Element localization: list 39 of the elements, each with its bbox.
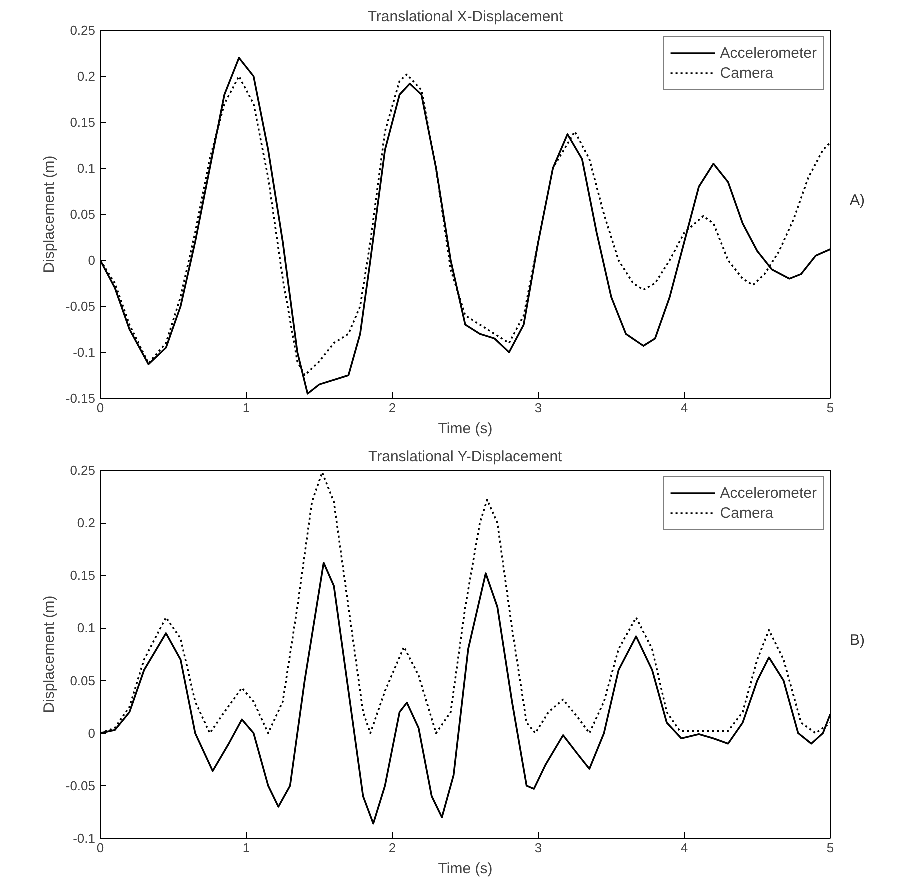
text: B) <box>850 631 865 651</box>
legend-label: Accelerometer <box>720 484 817 502</box>
x-tick-label: 4 <box>680 400 688 416</box>
y-tick-label: 0.25 <box>70 23 96 38</box>
y-tick-label: 0 <box>88 726 96 741</box>
y-tick-label: 0.05 <box>70 673 96 688</box>
y-tick-label: 0.15 <box>70 115 96 130</box>
y-tick-label: -0.1 <box>73 345 96 360</box>
y-tick-label: 0.05 <box>70 207 96 222</box>
x-tick-label: 1 <box>242 840 250 856</box>
x-axis-title: Time (s) <box>438 860 493 878</box>
x-tick-label: 4 <box>680 840 688 856</box>
chart-title: Translational Y-Displacement <box>368 448 564 466</box>
y-tick-label: 0.15 <box>70 568 96 584</box>
y-tick-label: 0.1 <box>77 620 96 636</box>
y-tick-label: 0.1 <box>77 161 96 176</box>
x-tick-label: 2 <box>388 400 396 416</box>
x-tick-label: 5 <box>826 400 834 416</box>
x-tick-label: 5 <box>826 840 834 856</box>
legend-label: Accelerometer <box>720 44 817 62</box>
y-axis-title: Displacement (m) <box>40 156 58 274</box>
legend-label: Camera <box>720 504 774 522</box>
y-tick-label: 0.2 <box>77 516 96 531</box>
x-tick-label: 1 <box>242 400 250 416</box>
y-tick-label: 0.25 <box>70 463 96 478</box>
y-tick-label: -0.05 <box>66 778 96 794</box>
y-tick-label: 0.2 <box>77 69 96 84</box>
y-axis-title: Displacement (m) <box>40 596 58 714</box>
text: A) <box>850 191 865 211</box>
x-tick-label: 2 <box>388 840 396 856</box>
legend-label: Camera <box>720 64 774 82</box>
y-tick-label: -0.05 <box>66 299 96 314</box>
y-tick-label: 0 <box>88 253 96 268</box>
x-tick-label: 3 <box>534 400 542 416</box>
y-tick-label: -0.1 <box>73 831 96 846</box>
x-axis-title: Time (s) <box>438 420 493 438</box>
y-tick-label: -0.15 <box>66 391 96 406</box>
chart-title: Translational X-Displacement <box>368 8 564 26</box>
x-tick-label: 3 <box>534 840 542 856</box>
